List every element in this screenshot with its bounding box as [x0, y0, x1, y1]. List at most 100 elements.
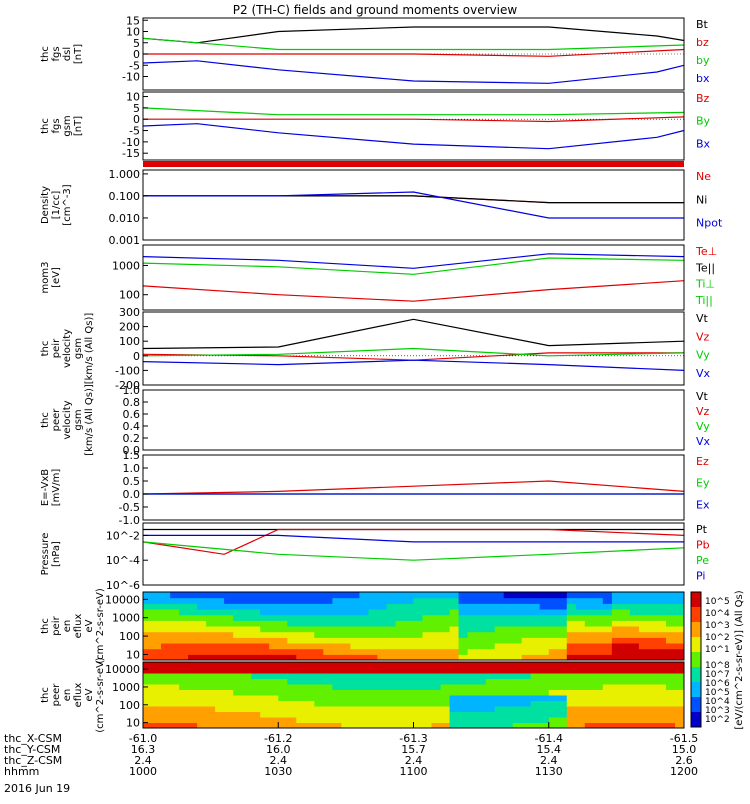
- spectrogram-cell: [566, 603, 577, 610]
- spectrogram-cell: [395, 667, 405, 674]
- spectrogram-cell: [440, 678, 451, 685]
- spectrogram-cell: [341, 711, 351, 718]
- spectrogram-cell: [521, 678, 532, 685]
- spectrogram-cell: [314, 678, 324, 685]
- spectrogram-cell: [359, 678, 369, 685]
- spectrogram-cell: [206, 654, 216, 661]
- spectrogram-cell: [521, 684, 532, 690]
- spectrogram-cell: [377, 667, 387, 674]
- spectrogram-cell: [170, 592, 180, 599]
- spectrogram-cell: [575, 717, 586, 723]
- spectrogram-cell: [287, 609, 297, 616]
- spectrogram-cell: [458, 667, 469, 674]
- legend-Ti⊥: Ti⊥: [695, 278, 715, 291]
- spectrogram-cell: [215, 673, 225, 679]
- spectrogram-cell: [530, 592, 541, 599]
- spectrogram-cell: [242, 706, 252, 712]
- spectrogram-cell: [521, 717, 532, 723]
- spectrogram-cell: [566, 643, 577, 650]
- spectrogram-cell: [602, 667, 613, 674]
- spectrogram-cell: [350, 597, 360, 604]
- spectrogram-cell: [161, 689, 171, 696]
- spectrogram-cell: [666, 643, 676, 650]
- spectrogram-cell: [350, 609, 360, 616]
- spectrogram-cell: [161, 637, 171, 644]
- spectrogram-cell: [539, 620, 550, 627]
- panel-frame: [142, 454, 685, 521]
- spectrogram-cell: [161, 695, 171, 701]
- spectrogram-cell: [386, 648, 396, 655]
- spectrogram-cell: [485, 722, 496, 729]
- spectrogram-cell: [539, 695, 550, 701]
- spectrogram-cell: [287, 631, 297, 638]
- spectrogram-cell: [377, 654, 387, 661]
- spectrogram-cell: [485, 609, 496, 616]
- spectrogram-cell: [548, 620, 559, 627]
- spectrogram-cell: [377, 643, 387, 650]
- spectrogram-cell: [503, 620, 514, 627]
- spectrogram-cell: [314, 643, 324, 650]
- spectrogram-cell: [620, 614, 631, 621]
- spectrogram-cell: [269, 673, 279, 679]
- spectrogram-cell: [386, 603, 396, 610]
- y-tick-label: 0.010: [109, 212, 141, 225]
- spectrogram-cell: [170, 597, 180, 604]
- spectrogram-cell: [314, 662, 324, 668]
- spectrogram-cell: [332, 648, 342, 655]
- spectrogram-cell: [675, 643, 685, 650]
- spectrogram-cell: [675, 711, 685, 718]
- y-tick-label: 10^-2: [106, 529, 140, 542]
- spectrogram-cell: [197, 592, 207, 599]
- spectrogram-cell: [152, 643, 162, 650]
- spectrogram-cell: [503, 700, 514, 707]
- spectrogram-cell: [377, 722, 387, 729]
- spectrogram-cell: [647, 643, 658, 650]
- y-axis-label: thc: [40, 618, 51, 634]
- spectrogram-cell: [287, 662, 297, 668]
- spectrogram-cell: [539, 648, 550, 655]
- series-Pb: [142, 528, 685, 555]
- spectrogram-cell: [170, 695, 180, 701]
- spectrogram-cell: [530, 626, 541, 633]
- spectrogram-cell: [521, 592, 532, 599]
- spectrogram-cell: [666, 711, 676, 718]
- spectrogram-cell: [476, 626, 487, 633]
- spectrogram-cell: [675, 706, 685, 712]
- spectrogram-cell: [287, 654, 297, 661]
- spectrogram-cell: [233, 614, 243, 621]
- spectrogram-cell: [675, 620, 685, 627]
- spectrogram-cell: [647, 631, 658, 638]
- spectrogram-cell: [620, 620, 631, 627]
- spectrogram-cell: [656, 637, 667, 644]
- spectrogram-cell: [233, 695, 243, 701]
- spectrogram-cell: [251, 614, 261, 621]
- colorbar-swatch: [691, 697, 701, 712]
- spectrogram-cell: [404, 689, 414, 696]
- footer-row-label: thc_X-CSM: [4, 732, 62, 745]
- spectrogram-cell: [593, 620, 604, 627]
- spectrogram-cell: [404, 673, 414, 679]
- spectrogram-cell: [431, 706, 441, 712]
- spectrogram-cell: [233, 626, 243, 633]
- spectrogram-cell: [602, 695, 613, 701]
- spectrogram-cell: [575, 654, 586, 661]
- spectrogram-cell: [629, 654, 640, 661]
- spectrogram-cell: [675, 695, 685, 701]
- spectrogram-cell: [350, 654, 360, 661]
- spectrogram-cell: [395, 603, 405, 610]
- spectrogram-cell: [449, 597, 460, 604]
- spectrogram-cell: [431, 695, 441, 701]
- spectrogram-cell: [422, 597, 432, 604]
- spectrogram-cell: [458, 700, 469, 707]
- y-axis-label: peir: [51, 615, 62, 635]
- spectrogram-cell: [359, 603, 369, 610]
- spectrogram-cell: [611, 722, 622, 729]
- spectrogram-cell: [341, 637, 351, 644]
- spectrogram-cell: [638, 700, 649, 707]
- colorbar-tick: 10^3: [705, 621, 730, 631]
- spectrogram-cell: [575, 673, 586, 679]
- spectrogram-cell: [620, 648, 631, 655]
- spectrogram-cell: [575, 684, 586, 690]
- spectrogram-cell: [521, 695, 532, 701]
- spectrogram-cell: [503, 706, 514, 712]
